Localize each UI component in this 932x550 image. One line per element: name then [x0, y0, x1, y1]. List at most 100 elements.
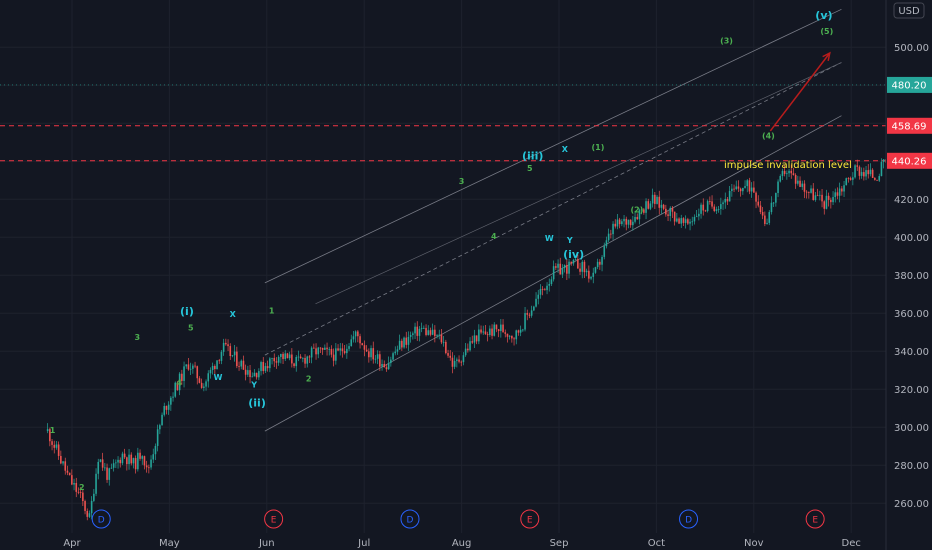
candle-body [792, 173, 795, 175]
candle-body [161, 414, 163, 426]
candle-body [847, 178, 850, 180]
candle-body [599, 261, 601, 265]
candle-body [629, 219, 632, 226]
candle-body [464, 348, 467, 356]
candle-body [436, 335, 438, 337]
wave-label: (v) [815, 9, 832, 22]
candle-body [579, 268, 581, 272]
candle-body [638, 209, 641, 220]
candle-body [524, 313, 526, 330]
candle-body [370, 348, 372, 358]
candle-body [557, 263, 559, 268]
candle-body [535, 298, 537, 307]
candle-body [827, 195, 830, 200]
price-badge-text: 458.69 [892, 121, 927, 132]
candle-body [150, 459, 152, 468]
candle-body [810, 188, 812, 193]
event-marker[interactable] [679, 509, 699, 529]
horizontal-levels [0, 84, 886, 162]
candle-body [409, 334, 412, 337]
candle-body [640, 209, 643, 211]
candle-body [416, 326, 419, 336]
candle-body [343, 351, 346, 354]
candle-body [854, 165, 856, 178]
candle-body [636, 216, 639, 220]
candle-body [662, 204, 665, 209]
candle-body [324, 347, 326, 350]
candle-body [429, 330, 432, 335]
currency-label: USD [898, 6, 920, 17]
candle-body [750, 187, 753, 192]
candle-body [137, 452, 139, 470]
candle-body [797, 180, 799, 184]
candle-body [299, 356, 302, 359]
candle-body [502, 324, 504, 333]
candle-body [152, 454, 155, 460]
candle-body [104, 467, 106, 469]
candle-body [423, 327, 425, 329]
candle-body [645, 201, 647, 213]
candle-body [805, 191, 808, 193]
candle-body [882, 159, 885, 162]
candle-body [60, 455, 62, 464]
candle-body [539, 288, 542, 295]
candle-body [260, 362, 262, 372]
wave-label: 3 [134, 333, 140, 342]
time-axis[interactable]: Apr May Jun Jul Aug Sep Oct Nov Dec [63, 538, 861, 549]
candle-body [205, 381, 207, 387]
candle-body [843, 185, 845, 192]
candle-body [627, 219, 630, 225]
candle-body [330, 348, 333, 355]
candle-body [414, 326, 416, 334]
event-marker[interactable] [264, 509, 284, 529]
candle-body [82, 492, 84, 502]
candle-body [339, 348, 342, 351]
candle-body [484, 331, 487, 335]
channel-upper-line [264, 8, 842, 284]
candle-body [253, 372, 256, 377]
candle-body [365, 349, 368, 352]
candle-body [266, 366, 269, 369]
candle-body [93, 493, 95, 501]
wave-label: 2 [306, 375, 312, 384]
candle-body [574, 259, 577, 260]
candle-body [363, 345, 366, 350]
candle-body [768, 212, 771, 223]
candle-body [651, 194, 654, 204]
candle-body [504, 332, 507, 334]
event-marker[interactable] [400, 509, 420, 529]
event-letter: D [685, 516, 692, 526]
event-marker[interactable] [805, 509, 825, 529]
candle-body [304, 357, 306, 364]
event-marker[interactable] [91, 509, 111, 529]
event-marker[interactable] [520, 509, 540, 529]
candle-body [860, 172, 863, 176]
candle-body [559, 263, 562, 275]
candle-body [64, 461, 67, 471]
candle-body [790, 170, 793, 174]
candle-body [596, 261, 599, 268]
candle-body [588, 270, 590, 279]
candle-body [482, 331, 485, 333]
candle-body [691, 221, 694, 223]
currency-badge[interactable]: USD [893, 2, 925, 19]
candle-body [478, 329, 480, 342]
candle-body [273, 357, 276, 362]
candle-body [546, 285, 548, 291]
candle-body [154, 445, 157, 455]
candle-body [526, 313, 529, 315]
candle-body [475, 335, 478, 342]
candle-body [227, 344, 229, 347]
candle-body [121, 453, 124, 464]
candle-body [229, 346, 232, 357]
candle-body [379, 354, 381, 367]
candle-body [605, 240, 608, 247]
candle-body [420, 327, 423, 329]
candle-body [770, 202, 773, 213]
candle-body [643, 209, 645, 213]
candle-body [869, 169, 872, 175]
candle-body [500, 324, 502, 332]
price-axis[interactable]: 260.00 280.00 300.00 320.00 340.00 360.00 380.… [885, 0, 932, 550]
